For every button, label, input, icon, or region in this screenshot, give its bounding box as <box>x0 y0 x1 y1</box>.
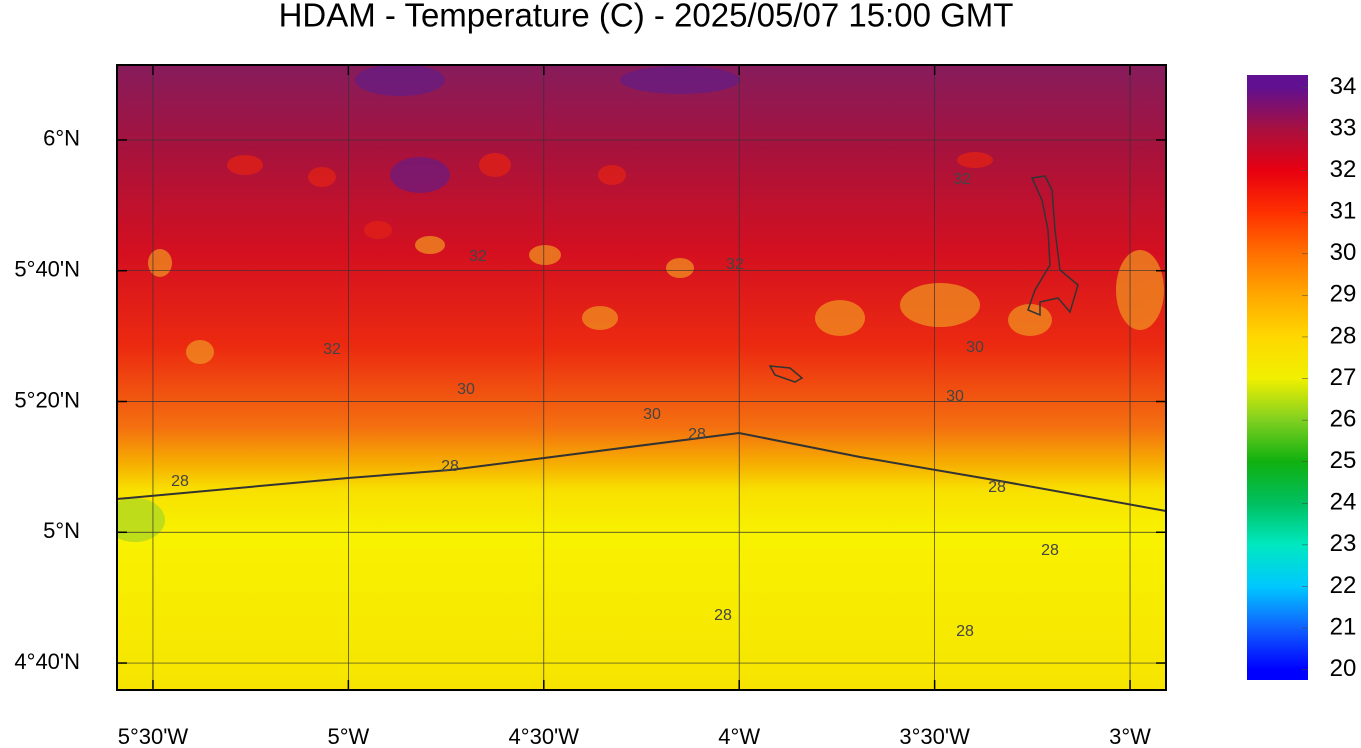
graticule <box>117 65 1166 690</box>
contour-label: 28 <box>714 607 732 624</box>
x-tick-label: 5°30'W <box>118 724 189 748</box>
colorbar-tick-label: 21 <box>1330 613 1357 640</box>
colorbar-tick-label: 26 <box>1330 405 1357 432</box>
island <box>768 365 804 383</box>
colorbar-tick-label: 30 <box>1330 239 1357 266</box>
colorbar-tick-label: 27 <box>1330 364 1357 391</box>
map-frame <box>116 64 1167 691</box>
contour-label: 28 <box>441 458 459 475</box>
colorbar-tick-label: 24 <box>1330 489 1357 516</box>
colorbar-tick-label: 34 <box>1330 73 1357 100</box>
y-tick-label: 4°40'N <box>14 649 80 674</box>
contour-label: 28 <box>988 479 1006 496</box>
x-tick-label: 3°30'W <box>899 724 970 748</box>
x-tick-label: 4°30'W <box>509 724 580 748</box>
contour-label: 30 <box>966 339 984 356</box>
hottest-patches <box>355 65 740 193</box>
x-tick-label: 3°W <box>1109 724 1151 748</box>
contour-label: 32 <box>323 341 341 358</box>
colorbar-tick-label: 25 <box>1330 447 1357 474</box>
colorbar-tick-label: 20 <box>1330 655 1357 682</box>
colorbar-scale <box>1247 75 1308 680</box>
colorbar-tick-label: 23 <box>1330 530 1357 557</box>
colorbar-tick-label: 31 <box>1330 198 1357 225</box>
title: HDAM - Temperature (C) - 2025/05/07 15:0… <box>279 0 1014 34</box>
y-tick-label: 5°40'N <box>14 257 80 282</box>
contour-label: 28 <box>171 473 189 490</box>
contour-label: 28 <box>688 426 706 443</box>
field-background <box>117 65 1166 690</box>
contour-labels: 32 32 32 32 30 30 30 30 28 28 28 28 28 28 28 <box>171 171 1059 640</box>
colorbar: 20 21 22 23 24 25 26 27 28 29 30 31 32 33 34 <box>1247 73 1356 682</box>
cool-patch <box>117 498 165 542</box>
hot-patches <box>227 152 993 239</box>
colorbar-tick-label: 28 <box>1330 322 1357 349</box>
x-tick-label: 5°W <box>327 724 369 748</box>
colorbar-tick-label: 22 <box>1330 572 1357 599</box>
contour-label: 30 <box>643 406 661 423</box>
y-tick-label: 6°N <box>43 126 80 151</box>
y-tick-label: 5°N <box>43 518 80 543</box>
contour-label: 32 <box>726 256 744 273</box>
x-tick-label: 4°W <box>718 724 760 748</box>
warm-patches <box>148 236 1164 364</box>
contour-label: 32 <box>953 171 971 188</box>
colorbar-tick-label: 33 <box>1330 114 1357 141</box>
temperature-field: 32 32 32 32 30 30 30 30 28 28 28 28 28 28 28 <box>117 65 1166 690</box>
contour-label: 28 <box>1041 542 1059 559</box>
contour-label: 30 <box>946 388 964 405</box>
contour-label: 30 <box>457 381 475 398</box>
colorbar-tick-label: 29 <box>1330 281 1357 308</box>
axes: 5°30'W 5°W 4°30'W 4°W 3°30'W 3°W 6°N 5°40'N 5°20… <box>14 65 1166 748</box>
contour-label: 32 <box>469 248 487 265</box>
lagoon <box>1027 175 1079 317</box>
y-tick-label: 5°20'N <box>14 387 80 412</box>
contour-label: 28 <box>956 623 974 640</box>
colorbar-tick-label: 32 <box>1330 156 1357 183</box>
